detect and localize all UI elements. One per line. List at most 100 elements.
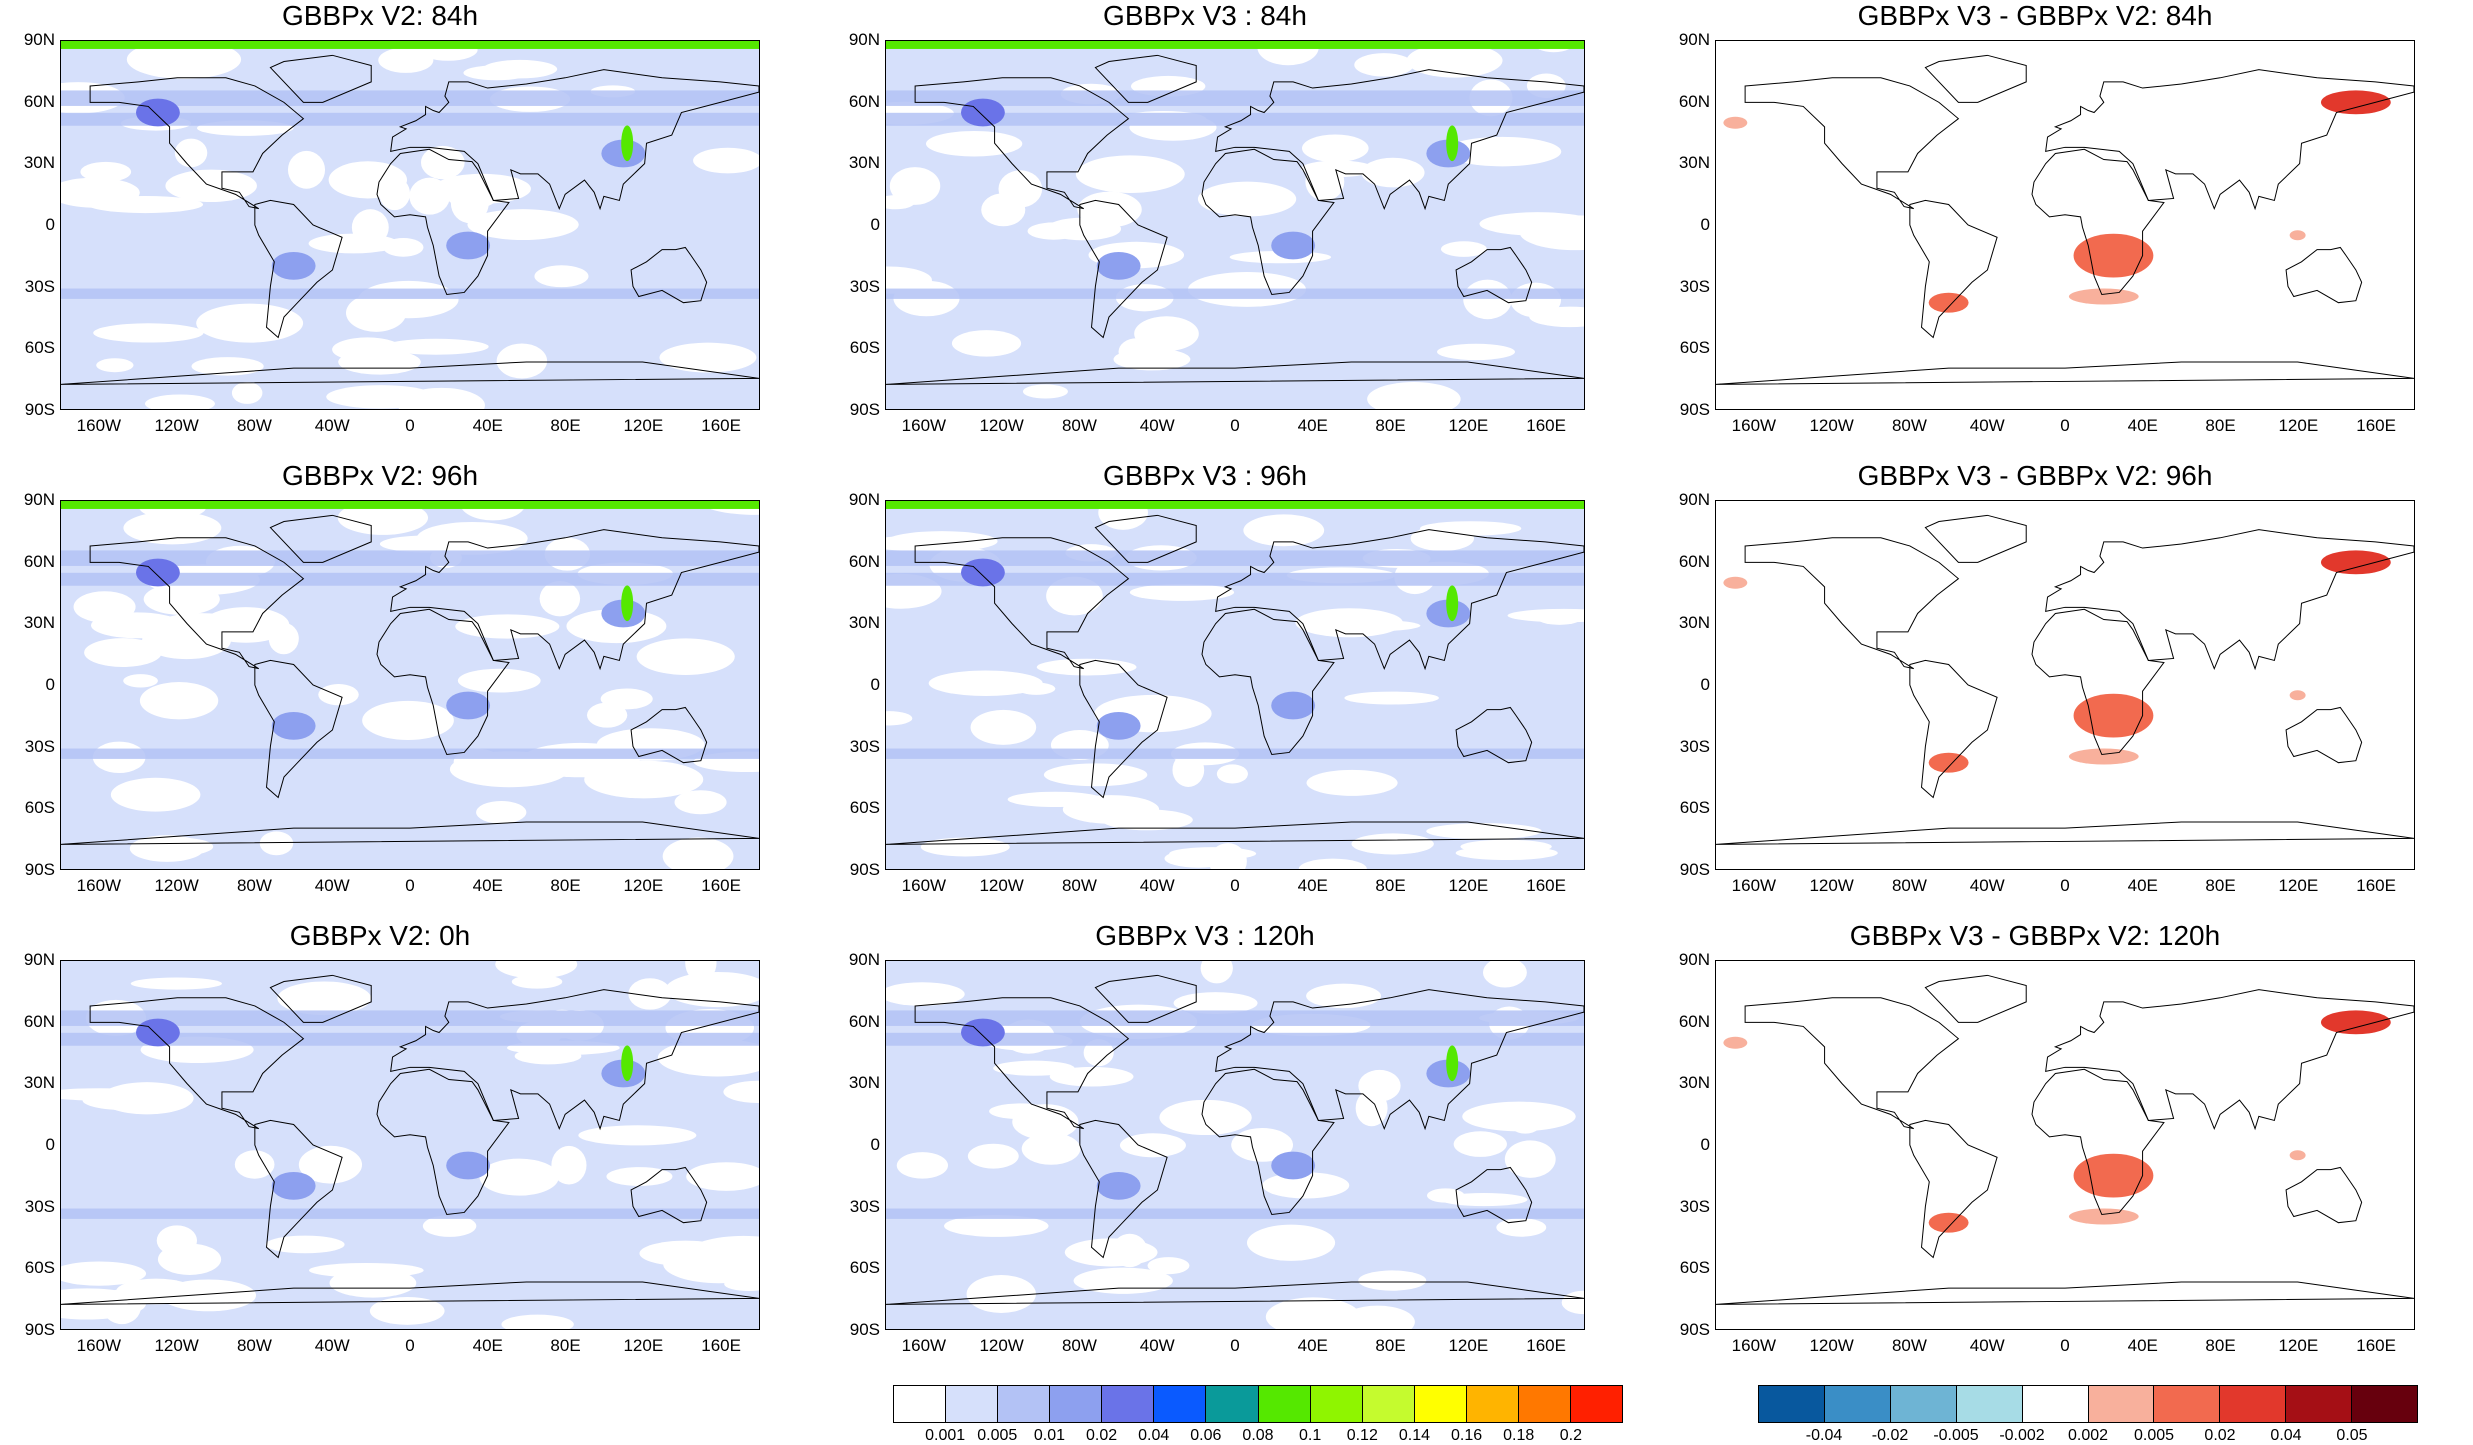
lat-tick-label: 0	[45, 1135, 55, 1154]
field-high-patch	[1271, 231, 1316, 260]
field-low-patch	[1243, 514, 1325, 547]
lat-tick-label: 90N	[23, 30, 55, 49]
coastline	[1924, 974, 2027, 1023]
field-band	[61, 748, 759, 759]
panel-title: GBBPx V2: 84h	[281, 0, 479, 31]
lat-tick-label: 60S	[24, 338, 55, 358]
field-low-patch	[1246, 1224, 1336, 1261]
lon-tick-label: 160E	[2356, 416, 2396, 435]
field-low-patch	[1453, 1131, 1507, 1157]
field-high-patch	[135, 558, 180, 587]
lon-tick-label: 160E	[2356, 876, 2396, 895]
map-panel: GBBPx V3 : 120h 90N 60N 30N 0 30S 60S 90S 160W 12…	[825, 920, 1585, 1355]
lon-tick-label: 120W	[979, 1336, 1024, 1355]
field-low-patch	[501, 1314, 574, 1329]
field-high-patch	[960, 98, 1005, 127]
field-low-patch	[1113, 348, 1191, 371]
field-band	[886, 1208, 1584, 1219]
field-low-patch	[110, 777, 201, 812]
colorbar-swatch	[1890, 1386, 1957, 1422]
lon-tick-label: 0	[2060, 416, 2070, 435]
field-low-patch	[886, 982, 965, 1006]
lon-tick-label: 0	[1230, 876, 1240, 895]
field-low-patch	[659, 342, 757, 373]
coastline	[1909, 199, 1998, 339]
panel-title: GBBPx V3 : 120h	[1095, 920, 1315, 951]
field-low-patch	[1354, 53, 1414, 77]
lon-tick-label: 80W	[1891, 1336, 1927, 1355]
coastline	[1094, 974, 1197, 1023]
lat-tick-label: 30N	[1678, 613, 1710, 633]
lat-tick-label: 0	[45, 215, 55, 234]
coastline	[2031, 608, 2165, 756]
field-low-patch	[665, 971, 759, 1008]
lon-tick-label: 40E	[2127, 876, 2158, 895]
map-plot-area	[1715, 40, 2415, 410]
lat-tick-label: 60S	[1679, 798, 1710, 818]
field-low-patch	[495, 961, 578, 979]
field-low-patch	[479, 1158, 559, 1196]
field-low-patch	[600, 688, 653, 710]
field-low-patch	[1507, 608, 1584, 623]
colorbar-label: 0.2	[1559, 1427, 1582, 1444]
field-low-patch	[693, 147, 759, 174]
field-low-patch	[1129, 583, 1235, 601]
field-band	[886, 572, 1584, 586]
panel-title: GBBPx V3 : 84h	[1103, 0, 1307, 31]
field-low-patch	[1262, 1172, 1350, 1199]
field-high-patch	[446, 231, 491, 260]
coastline	[89, 537, 305, 670]
field-low-patch	[1463, 279, 1512, 320]
field-low-patch	[1265, 1297, 1361, 1329]
field-low-patch	[1021, 1132, 1081, 1165]
field-low-patch	[966, 1274, 1036, 1313]
field-low-patch	[1426, 1188, 1465, 1203]
lat-tick-label: 60S	[1679, 1258, 1710, 1278]
field-low-patch	[1073, 1267, 1173, 1294]
field-low-patch	[463, 65, 530, 81]
field-low-patch	[277, 981, 372, 1016]
field-low-patch	[944, 1215, 1049, 1237]
lon-tick-label: 80W	[236, 1336, 272, 1355]
field-high-patch	[621, 1045, 634, 1082]
lat-tick-label: 0	[870, 215, 880, 234]
field-arctic-band	[61, 501, 759, 509]
lat-tick-label: 30N	[848, 153, 880, 173]
lon-tick-label: 160E	[701, 1336, 741, 1355]
field-low-patch	[578, 1125, 697, 1146]
field-low-patch	[586, 702, 628, 728]
colorbar-swatch	[2088, 1386, 2155, 1422]
coastline	[2045, 989, 2414, 1131]
lon-tick-label: 120W	[1809, 416, 1854, 435]
lon-tick-label: 80E	[1375, 1336, 1406, 1355]
field-low-patch	[511, 974, 563, 989]
lon-tick-label: 120W	[154, 876, 199, 895]
lat-tick-label: 60S	[24, 1258, 55, 1278]
field-low-patch	[1075, 155, 1185, 193]
field-diff-patch	[2320, 90, 2391, 115]
field-low-patch	[1101, 809, 1193, 831]
coastline	[1079, 1119, 1168, 1259]
field-low-patch	[84, 638, 162, 667]
field-low-patch	[889, 167, 941, 205]
field-low-patch	[156, 1225, 198, 1256]
lat-tick-label: 90S	[24, 1320, 55, 1339]
lon-tick-label: 0	[405, 1336, 415, 1355]
lat-tick-label: 90S	[24, 860, 55, 879]
colorbar-label: 0.002	[2067, 1427, 2109, 1444]
field-diff-patch	[1928, 1212, 1969, 1233]
coastline	[886, 1281, 1584, 1305]
lon-tick-label: 120W	[1809, 1336, 1854, 1355]
field-low-patch	[1077, 191, 1142, 228]
coastline	[914, 77, 1130, 210]
colorbar-label: -0.005	[1933, 1427, 1979, 1444]
field-low-patch	[1302, 134, 1369, 163]
field-low-patch	[96, 358, 134, 373]
coastline	[630, 1166, 708, 1224]
coastline	[914, 997, 1130, 1130]
map-plot-area	[60, 960, 760, 1330]
lon-tick-label: 80W	[236, 876, 272, 895]
field-high-patch	[1096, 251, 1141, 280]
coastline	[2031, 148, 2165, 296]
field-low-patch	[93, 323, 204, 343]
